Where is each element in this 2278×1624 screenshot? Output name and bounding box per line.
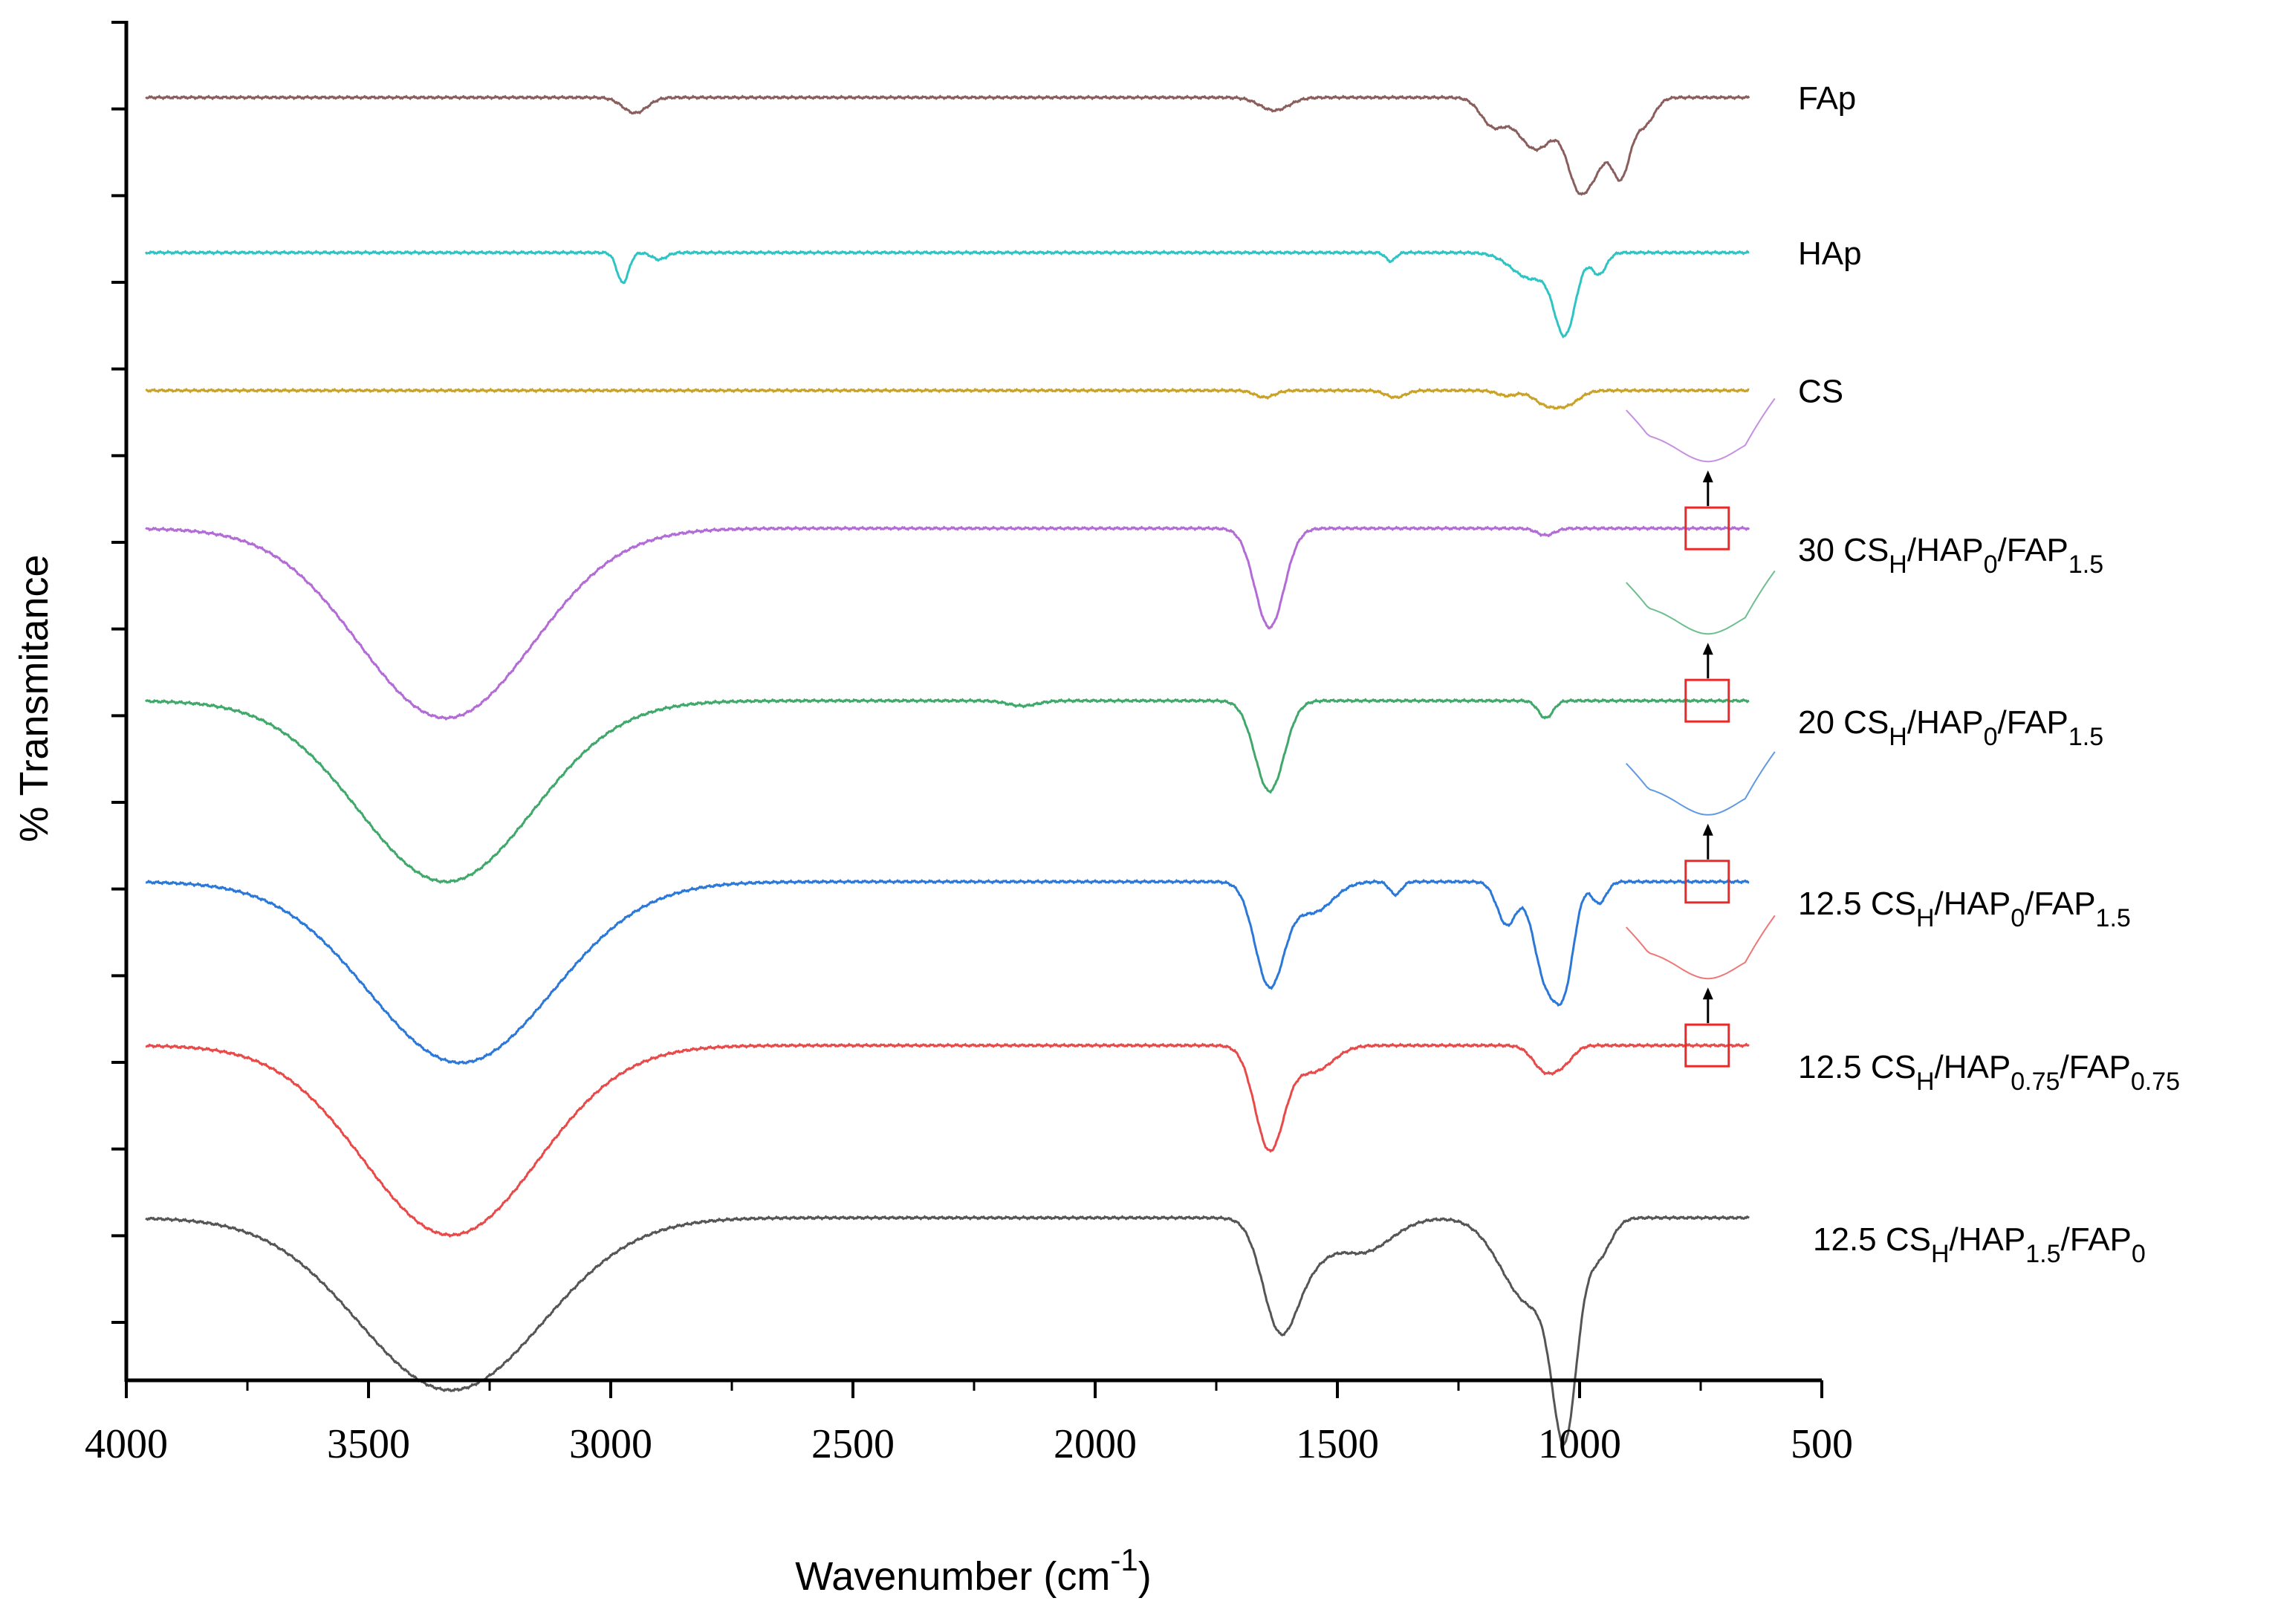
inset-box — [1684, 506, 1730, 550]
x-tick-label: 1500 — [1296, 1421, 1379, 1467]
series-label: 12.5 CSH/HAP0.75/FAP0.75 — [1798, 1049, 2180, 1096]
x-tick-label: 3500 — [327, 1421, 410, 1467]
x-tick-label: 1000 — [1538, 1421, 1621, 1467]
y-axis-title: % Transmitance — [12, 554, 56, 842]
inset-curve — [1626, 570, 1776, 635]
series-line — [144, 250, 1750, 339]
series-label: 12.5 CSH/HAP1.5/FAP0 — [1813, 1221, 2146, 1268]
series-line — [144, 698, 1750, 884]
inset-box — [1684, 678, 1730, 723]
x-tick-label: 2500 — [811, 1421, 895, 1467]
x-axis-title-open: ( — [1032, 1554, 1057, 1599]
inset-curve — [1626, 751, 1776, 816]
inset-box — [1684, 1023, 1730, 1068]
x-axis-title-unit: cm — [1057, 1554, 1110, 1599]
series-label: 12.5 CSH/HAP0/FAP1.5 — [1798, 886, 2131, 932]
inset-box — [1684, 860, 1730, 904]
series-label: 20 CSH/HAP0/FAP1.5 — [1798, 704, 2103, 751]
x-axis-title-word: Wavenumber — [795, 1554, 1032, 1599]
series-label: CS — [1798, 374, 1843, 410]
x-ticks — [125, 1380, 1823, 1398]
series-lines — [144, 94, 1750, 1447]
series-line — [145, 1042, 1750, 1238]
series-label: HAp — [1798, 236, 1862, 272]
x-tick-label: 2000 — [1054, 1421, 1137, 1467]
inset-arrow-head — [1702, 470, 1713, 483]
inset-curve — [1626, 397, 1776, 463]
x-tick-label: 500 — [1791, 1421, 1853, 1467]
y-ticks — [111, 21, 126, 1324]
series-label: FAp — [1798, 80, 1856, 117]
x-tick-label: 3000 — [569, 1421, 652, 1467]
x-axis-title-close: ) — [1138, 1554, 1152, 1599]
x-axis-title: Wavenumber (cm-1) — [795, 1542, 1151, 1599]
inset-marks — [1626, 397, 1776, 1068]
series-line — [145, 1215, 1750, 1447]
x-axis-title-exponent: -1 — [1110, 1542, 1138, 1577]
series-line — [145, 878, 1750, 1065]
x-tick-label: 4000 — [85, 1421, 168, 1467]
inset-arrow-head — [1702, 823, 1713, 836]
inset-curve — [1626, 915, 1776, 980]
x-tick-labels: 4000 3500 3000 2500 2000 1500 1000 500 — [85, 1421, 1853, 1467]
series-label: 30 CSH/HAP0/FAP1.5 — [1798, 532, 2103, 579]
series-line — [145, 94, 1750, 196]
series-line — [145, 387, 1750, 410]
inset-arrow-head — [1702, 643, 1713, 655]
series-line — [145, 525, 1750, 721]
series-labels: FAp HAp CS 30 CSH/HAP0/FAP1.5 20 CSH/HAP0/FA… — [1798, 80, 2180, 1268]
inset-arrow-head — [1702, 987, 1713, 1000]
